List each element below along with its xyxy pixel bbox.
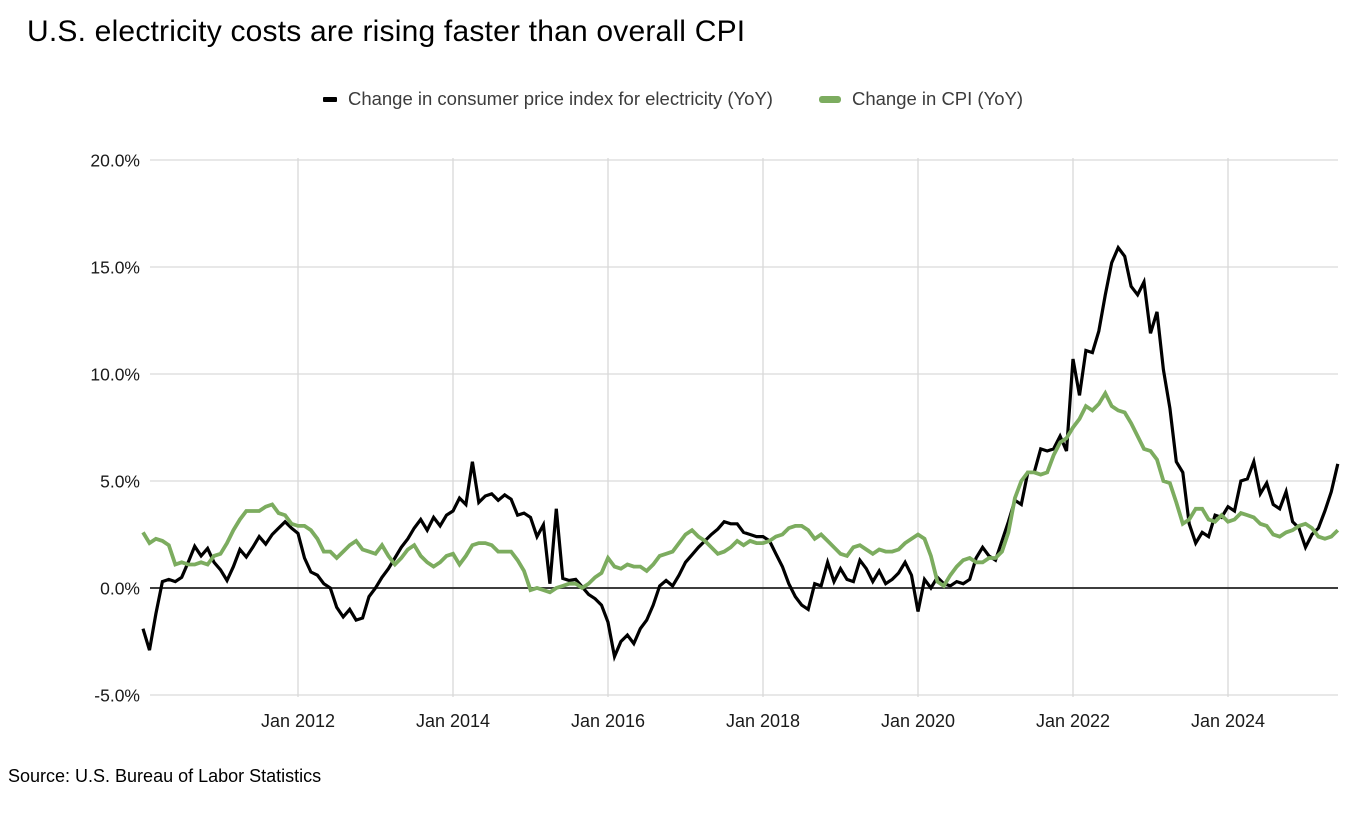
legend-item-electricity: Change in consumer price index for elect… xyxy=(322,88,773,110)
legend-item-cpi: Change in CPI (YoY) xyxy=(818,88,1024,110)
y-tick-label: 5.0% xyxy=(100,472,140,492)
x-tick-label: Jan 2018 xyxy=(726,711,800,731)
x-tick-label: Jan 2024 xyxy=(1191,711,1265,731)
source-note: Source: U.S. Bureau of Labor Statistics xyxy=(8,766,322,786)
x-tick-label: Jan 2016 xyxy=(571,711,645,731)
chart-svg: 20.0% 15.0% 10.0% 5.0% 0.0% -5.0% Jan 2012 Jan … xyxy=(90,151,1340,731)
x-tick-label: Jan 2020 xyxy=(881,711,955,731)
chart-title: U.S. electricity costs are rising faster… xyxy=(27,15,746,48)
x-tick-label: Jan 2012 xyxy=(261,711,335,731)
x-tick-label: Jan 2014 xyxy=(416,711,490,731)
y-tick-label: 0.0% xyxy=(100,579,140,599)
series-cpi-line xyxy=(141,389,1340,595)
legend: Change in consumer price index for elect… xyxy=(0,88,1346,110)
y-tick-label: 15.0% xyxy=(90,258,140,278)
y-tick-label: 20.0% xyxy=(90,151,140,171)
legend-label-cpi: Change in CPI (YoY) xyxy=(851,88,1024,109)
y-tick-label: -5.0% xyxy=(94,686,140,706)
series-electricity-line xyxy=(141,244,1340,662)
legend-label-electricity: Change in consumer price index for elect… xyxy=(347,88,773,109)
x-tick-label: Jan 2022 xyxy=(1036,711,1110,731)
electricity-series-swatch-icon xyxy=(322,96,337,102)
y-tick-label: 10.0% xyxy=(90,365,140,385)
cpi-series-swatch-icon xyxy=(818,95,841,103)
